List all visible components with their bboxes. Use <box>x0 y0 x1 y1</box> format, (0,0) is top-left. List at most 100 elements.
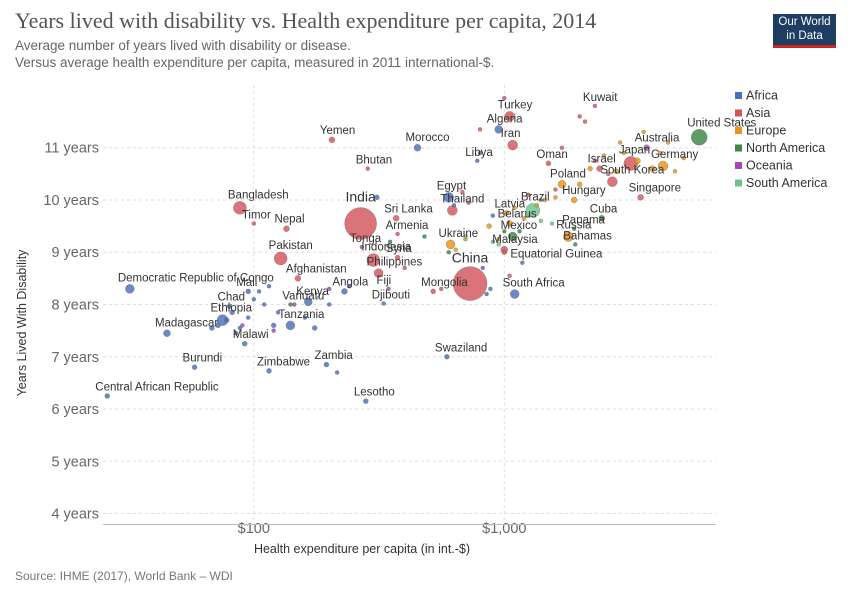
data-point-bahamas[interactable] <box>573 242 578 247</box>
data-point[interactable] <box>387 239 393 244</box>
data-point[interactable] <box>209 325 215 331</box>
data-point[interactable] <box>346 284 352 289</box>
data-point-iran[interactable] <box>507 139 518 151</box>
data-point[interactable] <box>446 250 451 255</box>
data-point-ukraine[interactable] <box>445 239 456 250</box>
data-point[interactable] <box>502 95 507 101</box>
data-point-china[interactable] <box>452 266 488 301</box>
legend-item-label[interactable]: Africa <box>746 89 778 103</box>
data-point[interactable] <box>538 218 544 224</box>
data-point-madagascar[interactable] <box>163 329 171 337</box>
data-point[interactable] <box>490 239 496 244</box>
data-point[interactable] <box>553 187 558 192</box>
data-point-algeria[interactable] <box>494 125 503 134</box>
legend-item-label[interactable]: Oceania <box>746 159 793 173</box>
data-point-chad[interactable] <box>226 303 233 309</box>
data-point[interactable] <box>288 302 293 307</box>
data-point[interactable] <box>251 297 257 302</box>
data-point-pakistan[interactable] <box>273 251 288 266</box>
data-point[interactable] <box>601 153 607 158</box>
data-point[interactable] <box>549 221 555 226</box>
data-point[interactable] <box>466 200 471 205</box>
data-point-vanuatu[interactable] <box>292 302 297 307</box>
data-point[interactable] <box>577 181 583 187</box>
data-point-angola[interactable] <box>341 288 348 295</box>
data-point-oman[interactable] <box>545 160 552 167</box>
data-point-indonesia[interactable] <box>366 253 381 267</box>
data-point[interactable] <box>606 171 611 177</box>
data-point-turkey[interactable] <box>504 111 515 122</box>
data-point-zambia[interactable] <box>323 361 330 368</box>
data-point[interactable] <box>486 223 492 229</box>
data-point[interactable] <box>240 323 245 328</box>
data-point[interactable] <box>463 234 468 239</box>
data-point[interactable] <box>460 189 465 195</box>
data-point-india[interactable] <box>344 207 377 240</box>
data-point-central-african-republic[interactable] <box>104 393 110 399</box>
data-point[interactable] <box>275 310 281 315</box>
data-point[interactable] <box>439 286 444 292</box>
data-point[interactable] <box>484 291 489 297</box>
data-point-tonga[interactable] <box>359 244 365 250</box>
data-point-bhutan[interactable] <box>365 166 370 171</box>
data-point[interactable] <box>490 213 496 218</box>
data-point[interactable] <box>451 203 457 208</box>
data-point-burundi[interactable] <box>191 364 198 370</box>
data-point[interactable] <box>634 157 641 164</box>
data-point[interactable] <box>621 150 627 156</box>
data-point-libya[interactable] <box>475 158 480 163</box>
data-point-yemen[interactable] <box>328 136 336 144</box>
data-point[interactable] <box>681 155 686 161</box>
data-point[interactable] <box>538 197 544 203</box>
data-point-timor[interactable] <box>251 221 257 226</box>
data-point[interactable] <box>422 234 427 239</box>
data-point-hungary[interactable] <box>570 196 578 204</box>
data-point-swaziland[interactable] <box>444 354 450 360</box>
data-point[interactable] <box>334 370 340 375</box>
data-point[interactable] <box>453 247 458 252</box>
data-point-thailand[interactable] <box>447 205 458 216</box>
data-point-morocco[interactable] <box>413 144 422 152</box>
data-point[interactable] <box>477 150 483 156</box>
data-point-zimbabwe[interactable] <box>266 368 272 374</box>
data-point[interactable] <box>256 289 262 294</box>
data-point[interactable] <box>374 194 380 201</box>
data-point[interactable] <box>672 169 678 174</box>
data-point[interactable] <box>215 322 221 329</box>
data-point-latvia[interactable] <box>503 210 510 216</box>
data-point[interactable] <box>302 315 308 320</box>
data-point[interactable] <box>246 315 251 320</box>
data-point-poland[interactable] <box>557 180 567 189</box>
data-point-democratic-republic-of-congo[interactable] <box>125 284 135 294</box>
data-point[interactable] <box>521 216 527 221</box>
data-point[interactable] <box>502 229 507 234</box>
data-point[interactable] <box>592 158 598 163</box>
data-point[interactable] <box>233 331 239 336</box>
data-point-australia[interactable] <box>643 144 650 151</box>
data-point[interactable] <box>496 242 501 247</box>
data-point-south-korea[interactable] <box>607 176 618 187</box>
data-point-kenya[interactable] <box>304 297 313 307</box>
data-point[interactable] <box>477 127 483 132</box>
data-point[interactable] <box>496 236 501 242</box>
data-point-bangladesh[interactable] <box>233 201 247 215</box>
data-point[interactable] <box>271 328 276 333</box>
data-point[interactable] <box>512 205 517 211</box>
legend-item-label[interactable]: North America <box>746 141 825 155</box>
data-point-mexico[interactable] <box>507 231 518 242</box>
data-point-egypt[interactable] <box>443 192 454 203</box>
data-point-afghanistan[interactable] <box>294 275 302 282</box>
data-point-belarus[interactable] <box>506 220 513 227</box>
data-point[interactable] <box>229 309 235 316</box>
data-point[interactable] <box>559 145 565 150</box>
legend-item-label[interactable]: Europe <box>746 124 786 138</box>
data-point[interactable] <box>658 150 663 156</box>
data-point-malawi[interactable] <box>242 340 248 347</box>
data-point-panama[interactable] <box>571 226 577 231</box>
data-point[interactable] <box>617 140 623 145</box>
data-point-germany[interactable] <box>657 160 669 172</box>
data-point[interactable] <box>517 229 522 234</box>
data-point-sri-lanka[interactable] <box>392 215 400 222</box>
data-point[interactable] <box>266 284 272 289</box>
data-point[interactable] <box>641 129 646 135</box>
